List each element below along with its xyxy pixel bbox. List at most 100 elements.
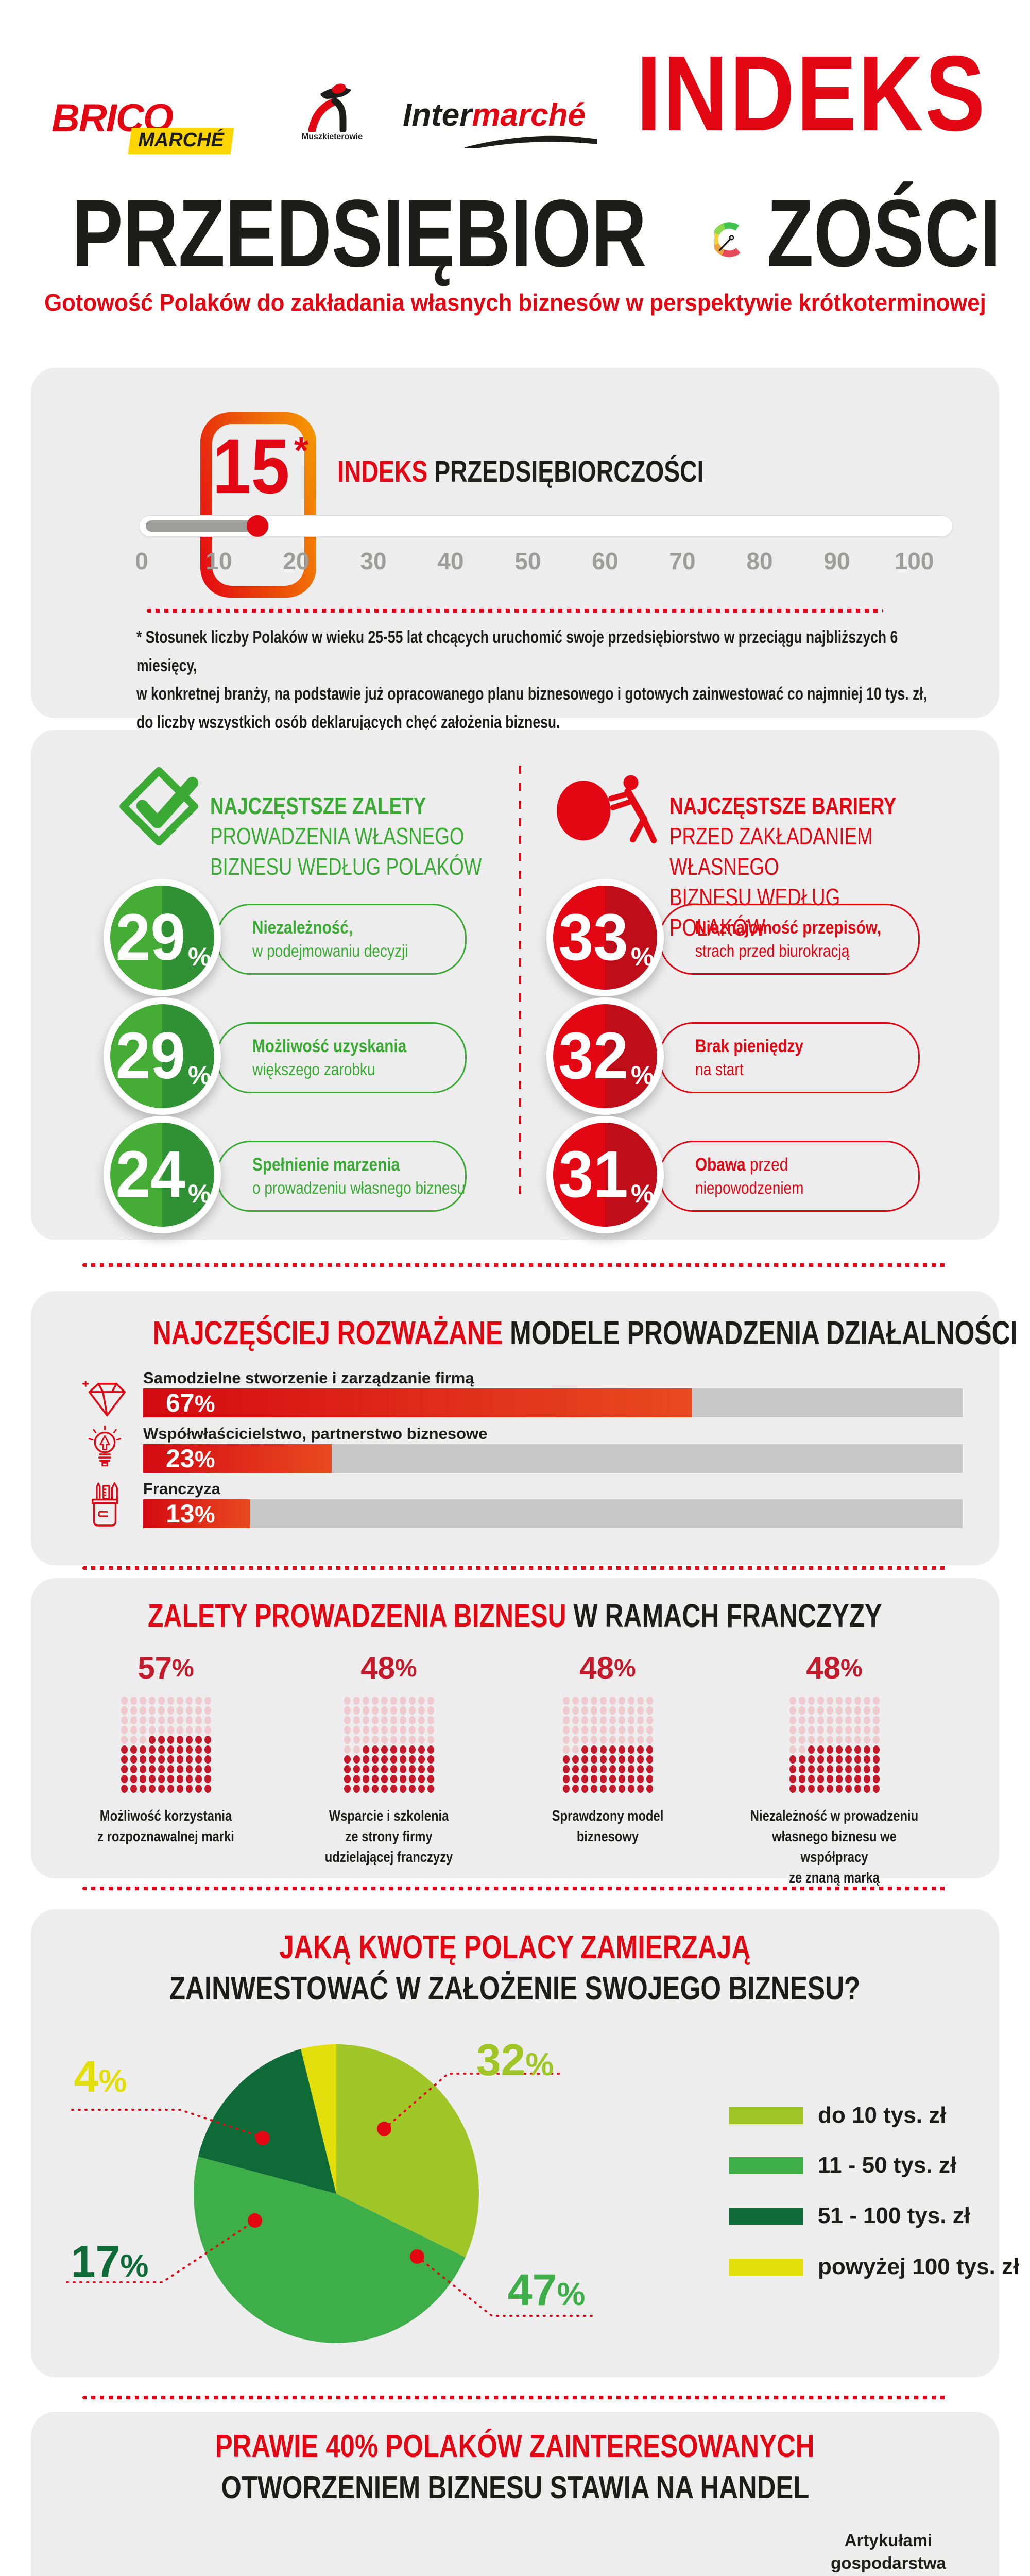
dot-empty: [789, 1716, 796, 1724]
dot-filled: [872, 1765, 880, 1773]
dot-empty: [121, 1716, 128, 1724]
dot-empty: [646, 1706, 653, 1715]
legend-swatch: [729, 2157, 803, 2174]
dot-empty: [427, 1725, 434, 1734]
dot-filled: [399, 1765, 406, 1773]
index-slider[interactable]: [139, 515, 953, 537]
dot-empty: [609, 1725, 616, 1734]
dot-filled: [139, 1755, 146, 1764]
dot-empty: [399, 1735, 406, 1744]
dot-filled: [362, 1774, 369, 1783]
dot-empty: [863, 1706, 870, 1715]
dot-filled: [798, 1784, 805, 1793]
dot-empty: [408, 1735, 416, 1744]
dot-filled: [176, 1735, 183, 1744]
gauge-tick: 80: [746, 548, 773, 574]
dot-empty: [789, 1706, 796, 1715]
dot-filled: [390, 1774, 397, 1783]
dot-filled: [167, 1765, 174, 1773]
dot-filled: [590, 1745, 597, 1754]
dot-empty: [637, 1725, 644, 1734]
franchise-caption: Wsparcie i szkolenia ze strony firmy udz…: [324, 1808, 453, 1866]
dot-filled: [863, 1745, 870, 1754]
dot-filled: [826, 1774, 833, 1783]
dot-filled: [362, 1765, 369, 1773]
dot-empty: [139, 1696, 146, 1705]
dot-filled: [158, 1745, 165, 1754]
dot-filled: [381, 1745, 388, 1754]
dot-empty: [139, 1725, 146, 1734]
dot-filled: [609, 1745, 616, 1754]
dot-empty: [204, 1706, 211, 1715]
dot-filled: [599, 1784, 607, 1793]
dot-empty: [618, 1716, 625, 1724]
dot-empty: [427, 1716, 434, 1724]
franchise-pct: 57%: [138, 1651, 194, 1685]
dot-filled: [158, 1784, 165, 1793]
dot-empty: [195, 1706, 202, 1715]
dot-filled: [562, 1755, 570, 1764]
dot-filled: [148, 1755, 156, 1764]
franchise-column: 48% Wsparcie i szkolenia ze strony firmy…: [291, 1650, 487, 1868]
dot-filled: [167, 1735, 174, 1744]
dot-empty: [618, 1735, 625, 1744]
dot-filled: [204, 1774, 211, 1783]
dot-empty: [344, 1716, 351, 1724]
dot-empty: [121, 1696, 128, 1705]
dot-filled: [390, 1745, 397, 1754]
dotted-separator: [82, 1566, 948, 1570]
dot-filled: [609, 1755, 616, 1764]
dot-empty: [627, 1706, 634, 1715]
dot-empty: [845, 1706, 852, 1715]
dot-filled: [581, 1745, 588, 1754]
retail-label: Artykułami gospodarstwa domowego i sprzę…: [831, 2531, 946, 2572]
dot-empty: [599, 1706, 607, 1715]
dot-filled: [399, 1745, 406, 1754]
dashed-divider: [519, 766, 521, 1204]
dot-filled: [195, 1735, 202, 1744]
dot-filled: [185, 1745, 193, 1754]
franchise-column: 57% Możliwość korzystania z rozpoznawaln…: [68, 1650, 264, 1847]
dot-filled: [148, 1784, 156, 1793]
dot-empty: [627, 1725, 634, 1734]
dot-filled: [637, 1774, 644, 1783]
barrier-pill: Nieznajomość przepisów, strach przed biu…: [659, 904, 920, 975]
intermarche-text-red: marché: [472, 97, 586, 133]
dot-filled: [121, 1774, 128, 1783]
diamond-icon: [82, 1381, 126, 1417]
dot-empty: [627, 1735, 634, 1744]
dot-empty: [637, 1696, 644, 1705]
dot-empty: [646, 1716, 653, 1724]
dot-empty: [418, 1735, 425, 1744]
gauge-tick: 30: [360, 548, 387, 574]
dot-filled: [185, 1755, 193, 1764]
dot-empty: [826, 1706, 833, 1715]
dot-empty: [789, 1725, 796, 1734]
dot-filled: [344, 1755, 351, 1764]
dot-filled: [808, 1765, 815, 1773]
dot-empty: [581, 1696, 588, 1705]
dot-filled: [562, 1774, 570, 1783]
gauge-tick: 90: [823, 548, 850, 574]
dot-empty: [798, 1725, 805, 1734]
dot-empty: [789, 1696, 796, 1705]
dot-empty: [618, 1725, 625, 1734]
dot-filled: [872, 1774, 880, 1783]
dot-empty: [627, 1716, 634, 1724]
slider-handle[interactable]: [247, 515, 268, 537]
dot-filled: [418, 1784, 425, 1793]
dot-empty: [637, 1716, 644, 1724]
dot-empty: [863, 1725, 870, 1734]
dot-filled: [854, 1765, 861, 1773]
dot-filled: [408, 1755, 416, 1764]
dot-empty: [845, 1716, 852, 1724]
dot-filled: [572, 1755, 579, 1764]
dot-empty: [408, 1716, 416, 1724]
dot-filled: [130, 1774, 137, 1783]
dot-filled: [599, 1774, 607, 1783]
dot-filled: [590, 1774, 597, 1783]
dot-filled: [344, 1765, 351, 1773]
dot-filled: [371, 1755, 379, 1764]
dot-empty: [817, 1706, 824, 1715]
pie-slice: [301, 2044, 336, 2194]
